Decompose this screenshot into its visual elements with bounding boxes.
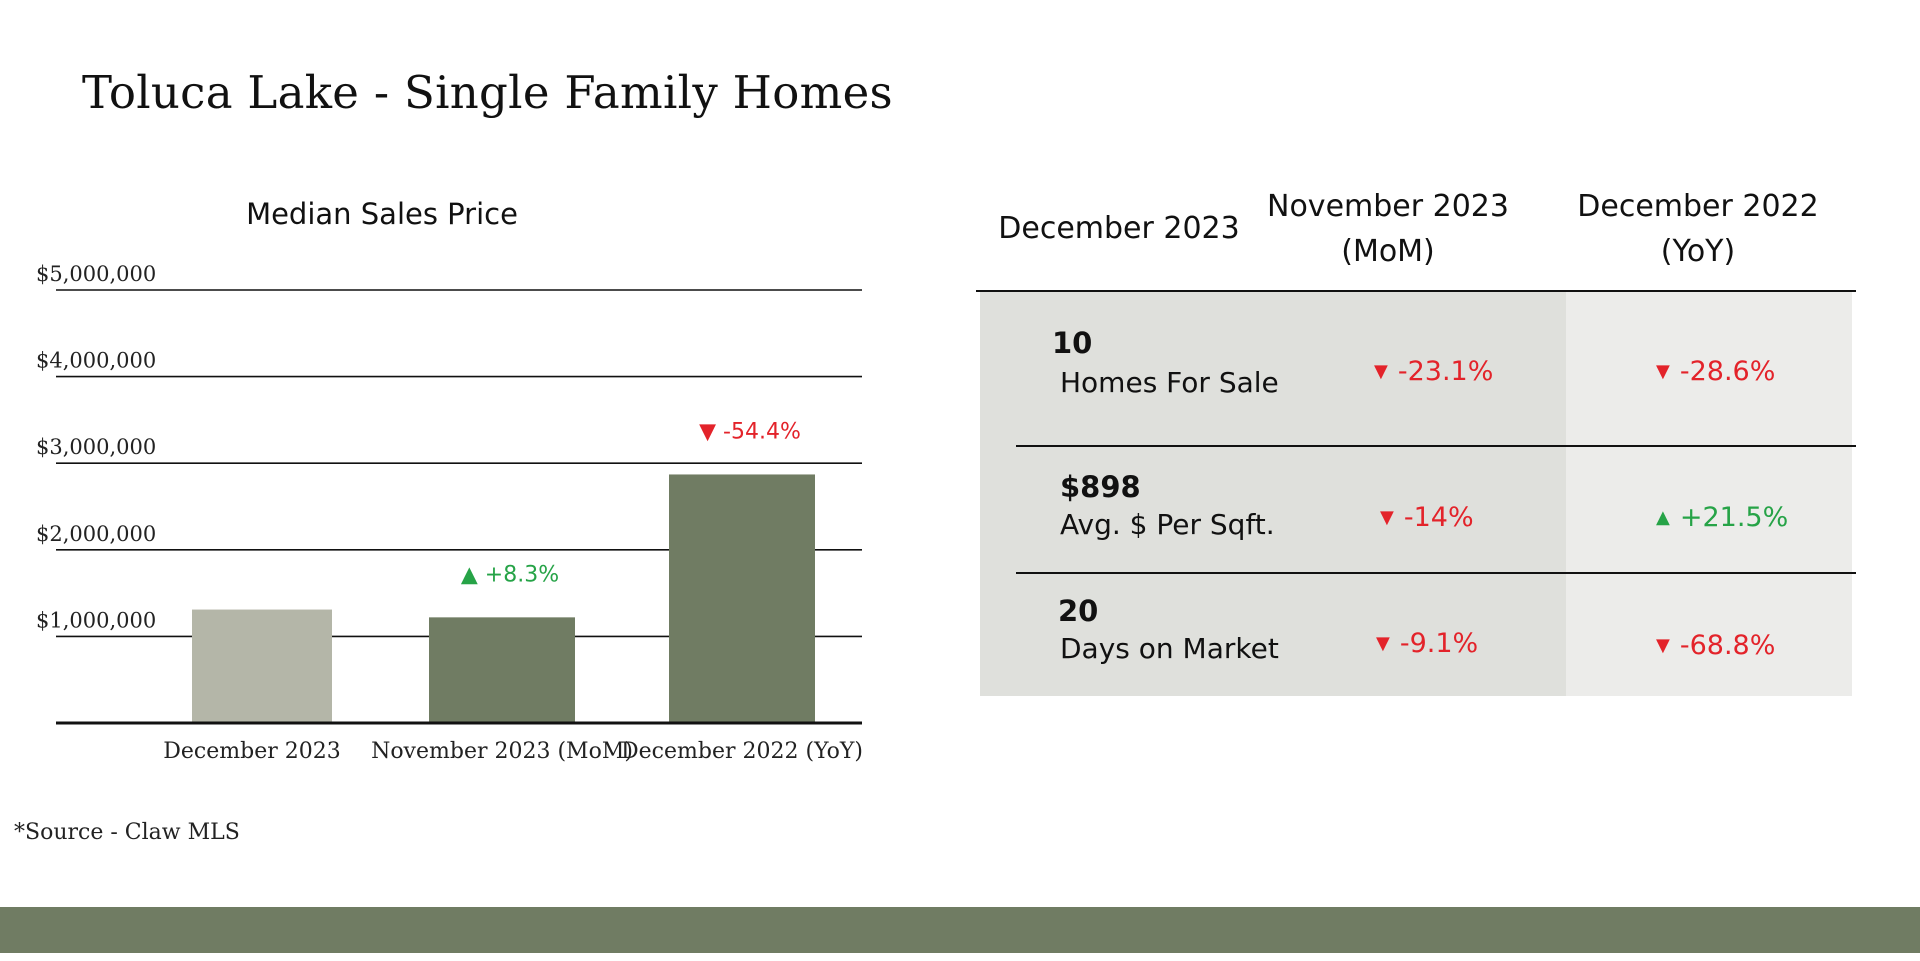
source-note: *Source - Claw MLS — [14, 820, 240, 845]
change-value: -23.1% — [1397, 356, 1494, 387]
x-tick-label: December 2023 — [163, 739, 340, 764]
homes-for-sale-value: 10 — [1052, 326, 1093, 360]
y-tick-label: $3,000,000 — [36, 435, 156, 459]
bar-2 — [669, 474, 815, 723]
price-per-sqft-mom-change: ▼ -14% — [1380, 502, 1474, 533]
price-per-sqft-value: $898 — [1060, 470, 1141, 504]
triangle-down-icon: ▼ — [1376, 633, 1390, 654]
change-value: -68.8% — [1679, 630, 1776, 661]
triangle-down-icon: ▼ — [1656, 361, 1670, 382]
homes-for-sale-mom-change: ▼ -23.1% — [1374, 356, 1493, 387]
column-background-mom — [1318, 292, 1566, 696]
y-tick-label: $4,000,000 — [36, 349, 156, 373]
change-value: +21.5% — [1679, 502, 1789, 533]
column-background-current — [980, 292, 1322, 696]
price-per-sqft-yoy-change: ▲ +21.5% — [1656, 502, 1788, 533]
row-divider-2 — [1016, 572, 1856, 574]
triangle-down-icon: ▼ — [1374, 361, 1388, 382]
footer-band — [0, 907, 1920, 953]
header-rule — [976, 290, 1856, 292]
change-value: -14% — [1403, 502, 1474, 533]
header-current: December 2023 — [998, 211, 1240, 246]
page-title: Toluca Lake - Single Family Homes — [82, 66, 893, 119]
days-on-market-mom-change: ▼ -9.1% — [1376, 628, 1478, 659]
y-tick-label: $5,000,000 — [36, 262, 156, 286]
column-background-yoy — [1566, 292, 1852, 696]
y-tick-label: $1,000,000 — [36, 608, 156, 632]
header-mom: November 2023 (MoM) — [1267, 189, 1509, 269]
median-sales-price-chart: Median Sales Price $1,000,000 $2,000,000 $3… — [0, 180, 900, 780]
bar-1 — [429, 617, 575, 723]
x-tick-label: November 2023 (MoM) — [371, 739, 633, 764]
days-on-market-yoy-change: ▼ -68.8% — [1656, 630, 1775, 661]
triangle-down-icon: ▼ — [1380, 507, 1394, 528]
y-tick-label: $2,000,000 — [36, 522, 156, 546]
bar-annotation: ▲ +8.3% — [461, 562, 559, 587]
header-yoy: December 2022 (YoY) — [1577, 189, 1819, 269]
chart-title: Median Sales Price — [246, 197, 518, 231]
triangle-up-icon: ▲ — [1656, 507, 1670, 528]
days-on-market-value: 20 — [1058, 594, 1099, 628]
homes-for-sale-label: Homes For Sale — [1060, 366, 1279, 399]
chart-svg: Median Sales Price $1,000,000 $2,000,000 $3… — [36, 197, 863, 764]
bar-annotation: ▼ -54.4% — [699, 419, 801, 444]
price-per-sqft-label: Avg. $ Per Sqft. — [1060, 508, 1275, 541]
x-tick-label: December 2022 (YoY) — [621, 739, 863, 764]
days-on-market-label: Days on Market — [1060, 632, 1279, 665]
change-value: -28.6% — [1679, 356, 1776, 387]
homes-for-sale-yoy-change: ▼ -28.6% — [1656, 356, 1775, 387]
market-stats-table: December 2023 November 2023 (MoM) Decemb… — [976, 180, 1856, 700]
triangle-down-icon: ▼ — [1656, 635, 1670, 656]
row-divider-1 — [1016, 445, 1856, 447]
bar-0 — [192, 609, 332, 723]
change-value: -9.1% — [1399, 628, 1479, 659]
